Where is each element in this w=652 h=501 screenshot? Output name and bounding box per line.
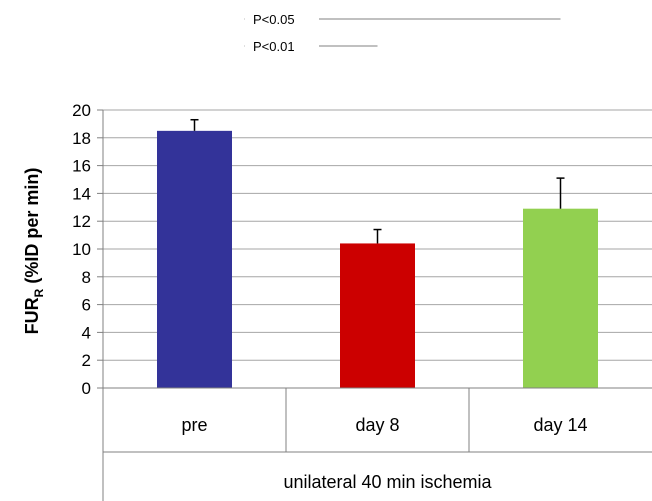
- bar-pre: [157, 130, 232, 388]
- significance-label: P<0.05: [253, 12, 295, 27]
- y-tick-label: 10: [72, 240, 91, 259]
- y-tick-label: 12: [72, 212, 91, 231]
- y-axis-label-main: FUR: [22, 297, 42, 334]
- y-tick-label: 6: [82, 296, 91, 315]
- group-label: unilateral 40 min ischemia: [283, 472, 492, 492]
- y-tick-label: 18: [72, 129, 91, 148]
- axes: [97, 109, 652, 501]
- y-axis-label: FURR (%ID per min): [22, 168, 46, 335]
- y-tick-labels: 0 2 4 6 8 10 12 14 16 18 20: [72, 101, 91, 398]
- y-tick-label: 0: [82, 379, 91, 398]
- significance-label: P<0.01: [253, 39, 295, 54]
- y-axis-label-subscript: R: [32, 288, 46, 297]
- y-tick-label: 4: [82, 323, 91, 342]
- y-tick-label: 16: [72, 157, 91, 176]
- y-tick-label: 8: [82, 268, 91, 287]
- y-tick-label: 2: [82, 351, 91, 370]
- y-tick-label: 20: [72, 101, 91, 120]
- bars: [157, 118, 598, 388]
- category-label: pre: [181, 415, 207, 435]
- bar-day-14: [523, 208, 598, 388]
- significance-annotations: P<0.05 P<0.01: [244, 12, 561, 54]
- category-labels: pre day 8 day 14: [181, 415, 587, 435]
- category-label: day 8: [355, 415, 399, 435]
- category-label: day 14: [533, 415, 587, 435]
- y-axis-label-rest: (%ID per min): [22, 168, 42, 289]
- y-tick-label: 14: [72, 184, 91, 203]
- bar-day-8: [340, 243, 415, 388]
